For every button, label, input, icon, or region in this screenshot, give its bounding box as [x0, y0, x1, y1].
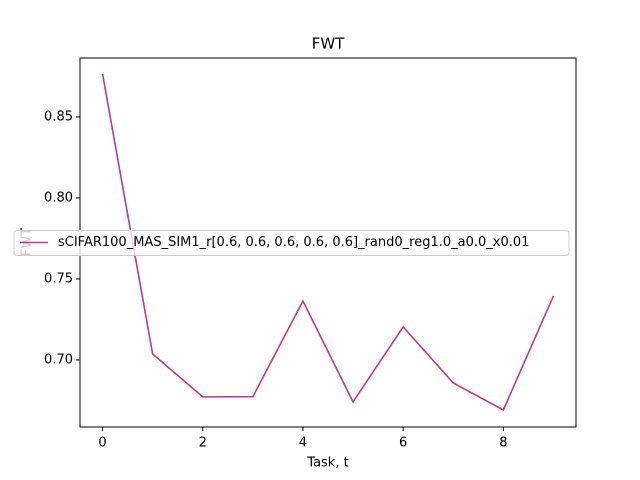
y-tick-label: 0.80	[44, 190, 73, 205]
y-tick-label: 0.75	[44, 271, 73, 286]
x-axis-label: Task, t	[306, 456, 348, 471]
y-tick-label: 0.70	[44, 352, 73, 367]
legend-box	[13, 230, 570, 256]
y-tick-label: 0.85	[44, 109, 73, 124]
line-series	[101, 73, 555, 412]
x-tick-label: 2	[199, 436, 207, 451]
legend-label: sCIFAR100_MAS_SIM1_r[0.6, 0.6, 0.6, 0.6,…	[58, 235, 529, 250]
x-tick-label: 8	[499, 436, 507, 451]
x-tick-label: 0	[98, 436, 106, 451]
x-tick-label: 6	[399, 436, 407, 451]
chart-title: FWT	[312, 35, 345, 53]
x-tick-label: 4	[299, 436, 307, 451]
